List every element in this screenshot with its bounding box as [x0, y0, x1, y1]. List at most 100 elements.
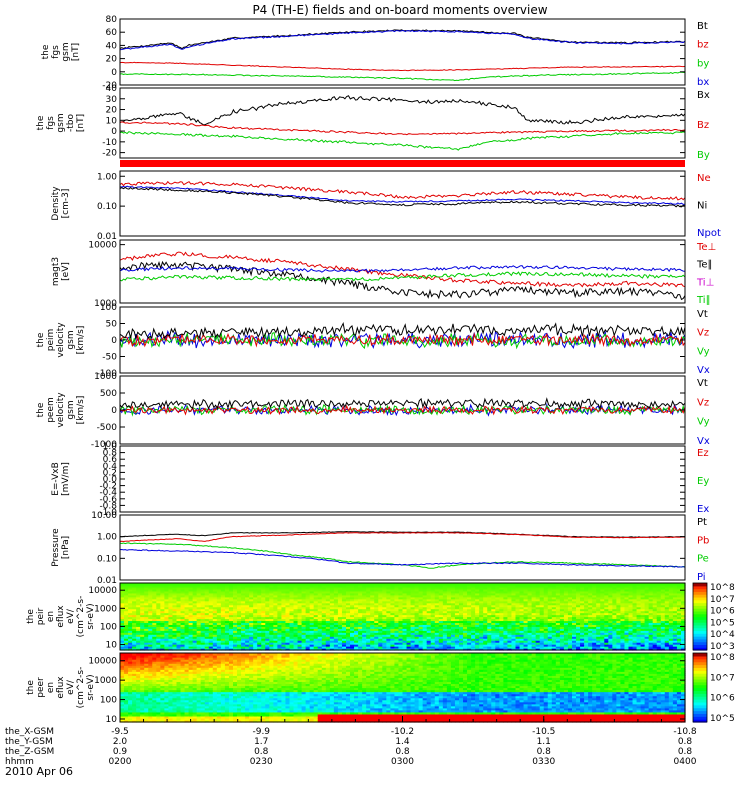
spectrogram-cell	[588, 648, 593, 651]
spectrogram-cell	[192, 646, 198, 649]
spectrogram-cell	[313, 646, 319, 649]
spectrogram-cell	[168, 638, 174, 641]
spectrogram-cell	[180, 596, 186, 600]
spectrogram-cell	[664, 632, 670, 635]
spectrogram-cell	[204, 634, 210, 637]
spectrogram-cell	[535, 586, 541, 590]
spectrogram-cell	[164, 590, 170, 594]
spectrogram-cell	[192, 634, 198, 637]
spectrogram-cell	[313, 594, 319, 598]
spectrogram-cell	[220, 614, 226, 618]
spectrogram-cell	[265, 604, 270, 608]
spectrogram-cell	[132, 624, 137, 627]
spectrogram-cell	[196, 606, 202, 610]
spectrogram-cell	[612, 632, 617, 635]
spectrogram-cell	[680, 644, 686, 647]
spectrogram-cell	[442, 592, 448, 596]
spectrogram-cell	[555, 594, 561, 598]
spectrogram-cell	[467, 648, 472, 651]
spectrogram-cell	[378, 586, 383, 590]
spectrogram-cell	[527, 626, 533, 629]
spectrogram-cell	[196, 592, 202, 596]
spectrogram-cell	[132, 616, 137, 620]
spectrogram-cell	[660, 602, 666, 606]
spectrogram-cell	[354, 590, 359, 594]
spectrogram-cell	[426, 588, 432, 592]
spectrogram-cell	[446, 612, 452, 616]
spectrogram-cell	[212, 598, 218, 602]
spectrogram-cell	[156, 592, 161, 596]
spectrogram-cell	[289, 592, 295, 596]
spectrogram-cell	[515, 598, 521, 602]
spectrogram-cell	[616, 584, 622, 588]
spectrogram-cell	[321, 610, 327, 614]
spectrogram-cell	[168, 583, 174, 586]
spectrogram-cell	[329, 612, 335, 616]
spectrogram-cell	[188, 604, 194, 608]
spectrogram-cell	[156, 628, 161, 631]
spectrogram-cell	[321, 614, 327, 618]
spectrogram-cell	[172, 618, 178, 622]
spectrogram-cell	[539, 632, 545, 635]
spectrogram-cell	[144, 648, 149, 651]
spectrogram-cell	[144, 596, 149, 600]
spectrogram-cell	[547, 644, 553, 647]
spectrogram-cell	[341, 602, 347, 606]
spectrogram-cell	[128, 588, 133, 592]
spectrogram-cell	[632, 600, 638, 604]
spectrogram-cell	[358, 628, 363, 631]
spectrogram-cell	[652, 583, 658, 586]
spectrogram-cell	[358, 586, 363, 590]
spectrogram-cell	[406, 588, 412, 592]
spectrogram-cell	[321, 584, 327, 588]
spectrogram-cell	[656, 620, 662, 624]
spectrogram-cell	[354, 614, 359, 618]
spectrogram-cell	[414, 594, 420, 598]
spectrogram-cell	[555, 622, 561, 625]
spectrogram-cell	[350, 584, 355, 588]
spectrogram-cell	[333, 598, 339, 602]
spectrogram-cell	[152, 648, 157, 651]
spectrogram-cell	[204, 616, 210, 620]
spectrogram-cell	[576, 632, 581, 635]
spectrogram-cell	[228, 642, 234, 645]
spectrogram-cell	[341, 583, 347, 586]
spectrogram-cell	[442, 586, 448, 590]
spectrogram-cell	[136, 584, 141, 588]
spectrogram-cell	[144, 586, 149, 590]
spectrogram-cell	[608, 608, 613, 612]
spectrogram-cell	[563, 636, 569, 639]
spectrogram-cell	[676, 610, 682, 614]
spectrogram-cell	[588, 636, 593, 639]
spectrogram-cell	[471, 620, 476, 624]
spectrogram-cell	[543, 590, 549, 594]
spectrogram-cell	[442, 588, 448, 592]
spectrogram-cell	[216, 602, 222, 606]
spectrogram-cell	[128, 646, 133, 649]
spectrogram-cell	[475, 594, 480, 598]
spectrogram-cell	[487, 592, 492, 596]
spectrogram-cell	[394, 584, 400, 588]
spectrogram-cell	[301, 632, 307, 635]
spectrogram-cell	[459, 622, 464, 625]
spectrogram-cell	[301, 630, 307, 633]
spectrogram-cell	[539, 594, 545, 598]
spectrogram-cell	[539, 646, 545, 649]
spectrogram-cell	[551, 616, 557, 620]
spectrogram-cell	[305, 616, 311, 620]
spectrogram-cell	[527, 636, 533, 639]
spectrogram-cell	[289, 590, 295, 594]
spectrogram-cell	[463, 588, 468, 592]
spectrogram-cell	[672, 583, 678, 586]
spectrogram-cell	[333, 634, 339, 637]
spectrogram-cell	[180, 614, 186, 618]
spectrogram-cell	[414, 620, 420, 624]
spectrogram-cell	[362, 648, 367, 651]
spectrogram-cell	[410, 618, 416, 622]
spectrogram-cell	[354, 602, 359, 606]
spectrogram-cell	[160, 622, 165, 625]
spectrogram-cell	[374, 626, 379, 629]
spectrogram-cell	[652, 640, 658, 643]
spectrogram-cell	[144, 612, 149, 616]
spectrogram-cell	[580, 588, 585, 592]
